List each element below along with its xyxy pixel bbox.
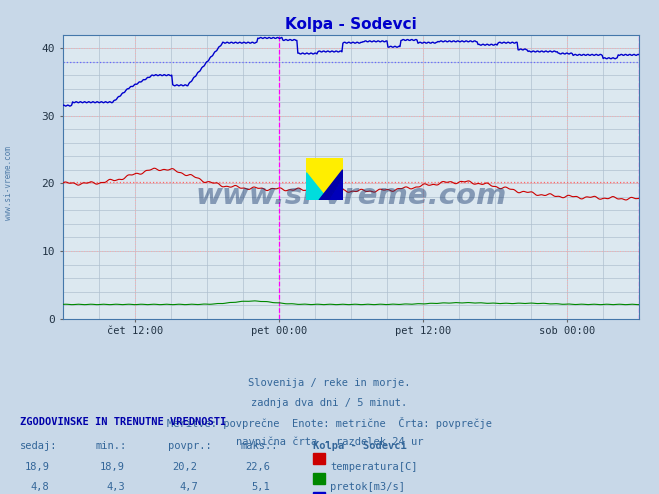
- Text: Kolpa - Sodevci: Kolpa - Sodevci: [313, 441, 407, 451]
- Text: ZGODOVINSKE IN TRENUTNE VREDNOSTI: ZGODOVINSKE IN TRENUTNE VREDNOSTI: [20, 417, 226, 427]
- Title: Kolpa - Sodevci: Kolpa - Sodevci: [285, 17, 416, 32]
- Text: min.:: min.:: [96, 441, 127, 451]
- Text: 22,6: 22,6: [245, 462, 270, 472]
- Text: 20,2: 20,2: [173, 462, 198, 472]
- Text: www.si-vreme.com: www.si-vreme.com: [4, 146, 13, 220]
- Text: www.si-vreme.com: www.si-vreme.com: [195, 182, 507, 210]
- Text: temperatura[C]: temperatura[C]: [330, 462, 418, 472]
- Text: 4,8: 4,8: [31, 482, 49, 492]
- Text: Meritve: povprečne  Enote: metrične  Črta: povprečje: Meritve: povprečne Enote: metrične Črta:…: [167, 417, 492, 429]
- Text: navpična črta - razdelek 24 ur: navpična črta - razdelek 24 ur: [236, 436, 423, 447]
- Text: maks.:: maks.:: [241, 441, 278, 451]
- Text: 4,7: 4,7: [179, 482, 198, 492]
- Polygon shape: [328, 177, 343, 200]
- Text: pretok[m3/s]: pretok[m3/s]: [330, 482, 405, 492]
- Polygon shape: [319, 170, 343, 200]
- Text: sedaj:: sedaj:: [20, 441, 57, 451]
- Polygon shape: [306, 173, 328, 200]
- Text: 5,1: 5,1: [252, 482, 270, 492]
- Text: 18,9: 18,9: [100, 462, 125, 472]
- Text: povpr.:: povpr.:: [168, 441, 212, 451]
- Text: 4,3: 4,3: [107, 482, 125, 492]
- Text: zadnja dva dni / 5 minut.: zadnja dva dni / 5 minut.: [251, 398, 408, 408]
- Text: 18,9: 18,9: [24, 462, 49, 472]
- Text: Slovenija / reke in morje.: Slovenija / reke in morje.: [248, 378, 411, 388]
